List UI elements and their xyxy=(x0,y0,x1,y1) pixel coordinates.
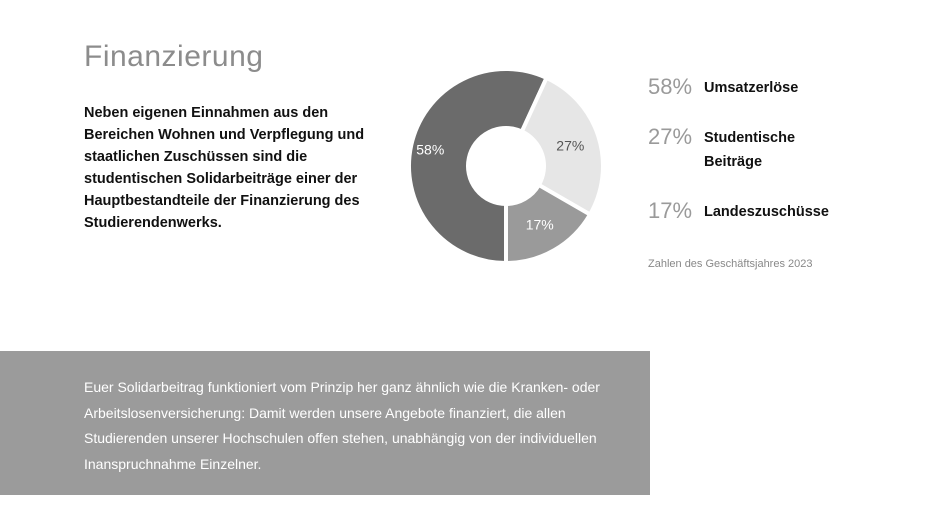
legend-pct: 17% xyxy=(648,198,693,223)
donut-slice-1 xyxy=(407,67,550,266)
donut-slice-3 xyxy=(504,182,593,266)
legend-label: Umsatzerlöse xyxy=(704,80,799,96)
legend-item-umsatzerloese: 58% Umsatzerlöse xyxy=(648,74,834,100)
data-label: 27% xyxy=(556,138,584,154)
legend-item-landeszuschuesse: 17% Landeszuschüsse xyxy=(648,198,834,224)
donut-slice-2 xyxy=(519,75,605,218)
legend-pct: 27% xyxy=(648,124,693,149)
info-box: Euer Solidarbeitrag funktioniert vom Pri… xyxy=(0,351,650,495)
legend-label: Studentische Beiträge xyxy=(704,130,796,170)
data-label: 58% xyxy=(416,141,444,157)
donut-chart: 58% 27% 17% xyxy=(407,67,605,266)
legend-pct: 58% xyxy=(648,74,693,99)
info-box-text: Euer Solidarbeitrag funktioniert vom Pri… xyxy=(84,379,600,472)
intro-text: Neben eigenen Einnahmen aus den Bereiche… xyxy=(84,105,365,231)
chart-note: Zahlen des Geschäftsjahres 2023 xyxy=(648,258,813,270)
legend-item-beitraege: 27% Studentische Beiträge xyxy=(648,124,814,174)
data-label: 17% xyxy=(526,216,554,232)
legend-label: Landeszuschüsse xyxy=(704,204,829,220)
page-title: Finanzierung xyxy=(84,40,264,73)
